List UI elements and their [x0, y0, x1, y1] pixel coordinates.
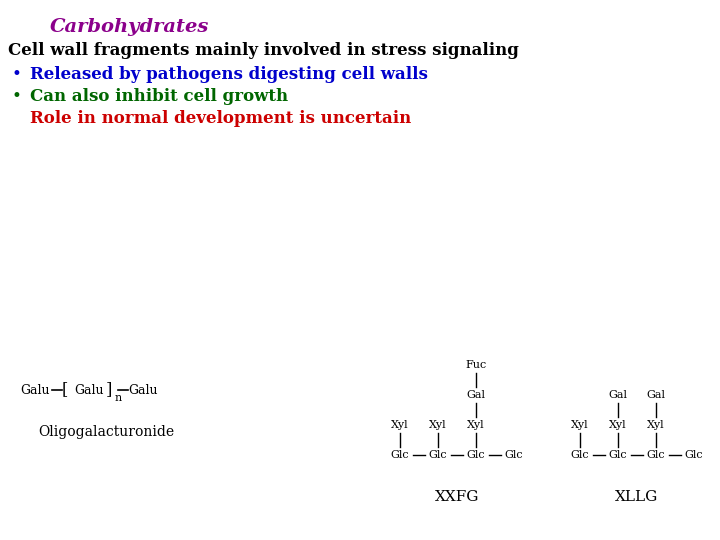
Text: Gal: Gal — [467, 390, 485, 400]
Text: n: n — [115, 393, 122, 403]
Text: Glc: Glc — [428, 450, 447, 460]
Text: Glc: Glc — [608, 450, 627, 460]
Text: Cell wall fragments mainly involved in stress signaling: Cell wall fragments mainly involved in s… — [8, 42, 519, 59]
Text: XLLG: XLLG — [616, 490, 659, 504]
Text: XXFG: XXFG — [435, 490, 480, 504]
Text: Carbohydrates: Carbohydrates — [50, 18, 210, 36]
Text: Can also inhibit cell growth: Can also inhibit cell growth — [30, 88, 288, 105]
Text: Oligogalacturonide: Oligogalacturonide — [38, 425, 174, 439]
Text: •: • — [12, 66, 22, 83]
Text: Glc: Glc — [647, 450, 665, 460]
Text: Galu: Galu — [128, 383, 158, 396]
Text: Fuc: Fuc — [465, 360, 487, 370]
Text: Gal: Gal — [647, 390, 665, 400]
Text: Glc: Glc — [505, 450, 523, 460]
Text: Galu: Galu — [20, 383, 50, 396]
Text: Glc: Glc — [685, 450, 703, 460]
Text: Gal: Gal — [608, 390, 628, 400]
Text: Glc: Glc — [571, 450, 589, 460]
Text: ]: ] — [106, 381, 112, 399]
Text: Xyl: Xyl — [571, 420, 589, 430]
Text: Xyl: Xyl — [647, 420, 665, 430]
Text: Released by pathogens digesting cell walls: Released by pathogens digesting cell wal… — [30, 66, 428, 83]
Text: Xyl: Xyl — [467, 420, 485, 430]
Text: Xyl: Xyl — [429, 420, 447, 430]
Text: [: [ — [62, 381, 68, 399]
Text: Glc: Glc — [467, 450, 485, 460]
Text: Xyl: Xyl — [609, 420, 627, 430]
Text: Xyl: Xyl — [391, 420, 409, 430]
Text: Galu: Galu — [74, 383, 104, 396]
Text: •: • — [12, 88, 22, 105]
Text: Glc: Glc — [391, 450, 409, 460]
Text: Role in normal development is uncertain: Role in normal development is uncertain — [30, 110, 411, 127]
